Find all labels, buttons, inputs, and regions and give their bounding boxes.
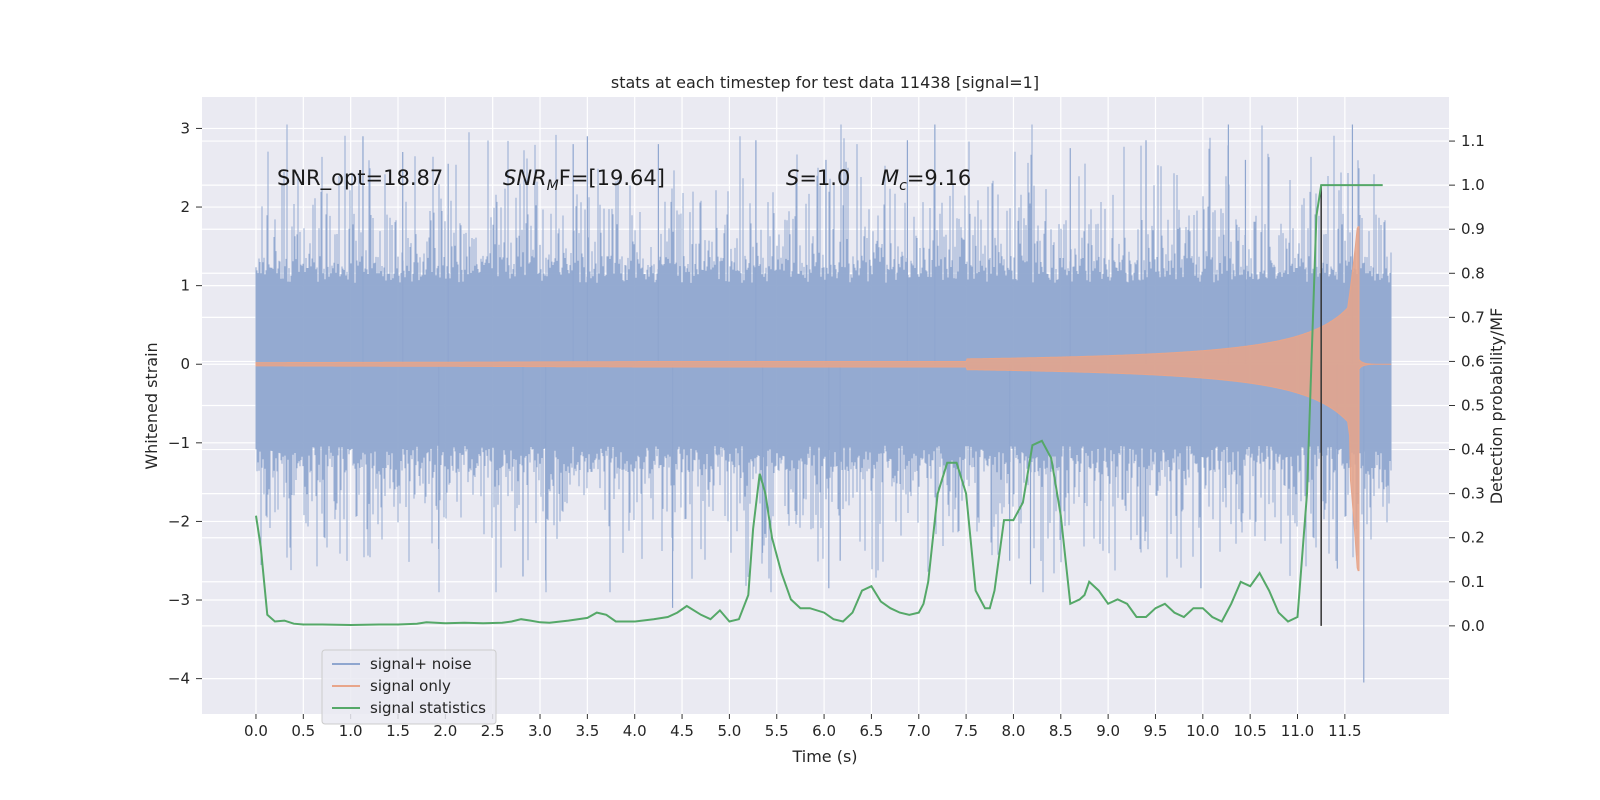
y2-tick-label: 0.8 (1461, 264, 1485, 282)
x-tick-label: 6.0 (812, 722, 836, 740)
annotation-snr-mf-main: SNR (503, 166, 547, 190)
annotation-mc-main: M (881, 166, 899, 190)
y2-tick-label: 0.2 (1461, 529, 1485, 547)
y-tick-label: −3 (168, 591, 190, 609)
y-tick-label: −2 (168, 512, 190, 530)
legend-label-signal-statistics: signal statistics (370, 699, 486, 717)
y-axis-label: Whitened strain (142, 342, 161, 469)
annotation-snr-opt: SNR_opt=18.87 (277, 166, 443, 191)
y2-tick-label: 0.4 (1461, 441, 1485, 459)
annotation-s-rest: =1.0 (799, 166, 850, 190)
annotation-mc-sub: c (899, 178, 907, 194)
x-tick-label: 10.5 (1233, 722, 1266, 740)
y2-tick-label: 0.3 (1461, 485, 1485, 503)
x-tick-label: 8.0 (1002, 722, 1026, 740)
signal-chirp-fill (255, 226, 1392, 572)
x-tick-label: 7.0 (907, 722, 931, 740)
legend-label-signal-noise: signal+ noise (370, 655, 472, 673)
x-tick-label: 0.5 (291, 722, 315, 740)
x-axis-label: Time (s) (791, 747, 857, 766)
x-tick-label: 7.5 (954, 722, 978, 740)
x-tick-label: 0.0 (244, 722, 268, 740)
y-tick-label: 1 (180, 277, 190, 295)
series-signal-statistics (255, 184, 1383, 627)
x-tick-label: 1.5 (386, 722, 410, 740)
y-axis-ticks: 3 2 1 0 −1 −2 −3 −4 (168, 119, 202, 688)
x-tick-label: 1.0 (339, 722, 363, 740)
y2-axis-ticks: 1.1 1.0 0.9 0.8 0.7 0.6 0.5 0.4 0.3 0.2 0.1 0.0 (1449, 132, 1485, 635)
statistics-line (255, 184, 1383, 627)
series-signal-only (255, 226, 1392, 572)
annotation-mc-rest: =9.16 (907, 166, 971, 190)
y-tick-label: 2 (180, 198, 190, 216)
x-tick-label: 6.5 (859, 722, 883, 740)
x-tick-label: 5.0 (717, 722, 741, 740)
chart-title: stats at each timestep for test data 114… (611, 73, 1039, 92)
y2-tick-label: 0.5 (1461, 397, 1485, 415)
y-tick-label: −1 (168, 434, 190, 452)
y2-tick-label: 1.1 (1461, 132, 1485, 150)
annotation-snr-mf-sub: M (547, 178, 559, 194)
y2-tick-label: 1.0 (1461, 176, 1485, 194)
x-axis-ticks: 0.0 0.5 1.0 1.5 2.0 2.5 3.0 3.5 4.0 4.5 5.0 5.5 6.0 6… (244, 714, 1362, 740)
x-tick-label: 5.5 (765, 722, 789, 740)
x-tick-label: 11.0 (1281, 722, 1314, 740)
legend: signal+ noise signal only signal statist… (321, 649, 497, 725)
x-tick-label: 3.0 (528, 722, 552, 740)
y-tick-label: −4 (168, 670, 190, 688)
x-tick-label: 2.0 (433, 722, 457, 740)
x-tick-label: 8.5 (1049, 722, 1073, 740)
y2-tick-label: 0.0 (1461, 617, 1485, 635)
annotation-snr-mf-rest: F=[19.64] (559, 166, 665, 190)
x-tick-label: 2.5 (481, 722, 505, 740)
y2-tick-label: 0.6 (1461, 352, 1485, 370)
annotation-s: S=1.0 (786, 166, 850, 190)
legend-box (321, 649, 497, 725)
y2-tick-label: 0.1 (1461, 573, 1485, 591)
annotation-snr-mf: SNRMF=[19.64] (503, 166, 665, 194)
annotation-mc: Mc=9.16 (881, 166, 971, 194)
y2-tick-label: 0.7 (1461, 308, 1485, 326)
x-tick-label: 11.5 (1328, 722, 1361, 740)
y-tick-label: 0 (180, 355, 190, 373)
x-tick-label: 3.5 (575, 722, 599, 740)
x-tick-label: 4.0 (623, 722, 647, 740)
x-tick-label: 10.0 (1186, 722, 1219, 740)
x-tick-label: 4.5 (670, 722, 694, 740)
annotation-s-main: S (786, 166, 799, 190)
x-tick-label: 9.5 (1144, 722, 1168, 740)
legend-label-signal-only: signal only (370, 677, 451, 695)
y2-axis-label: Detection probability/MF (1487, 308, 1506, 505)
x-tick-label: 9.0 (1096, 722, 1120, 740)
y2-tick-label: 0.9 (1461, 220, 1485, 238)
y-tick-label: 3 (180, 119, 190, 137)
